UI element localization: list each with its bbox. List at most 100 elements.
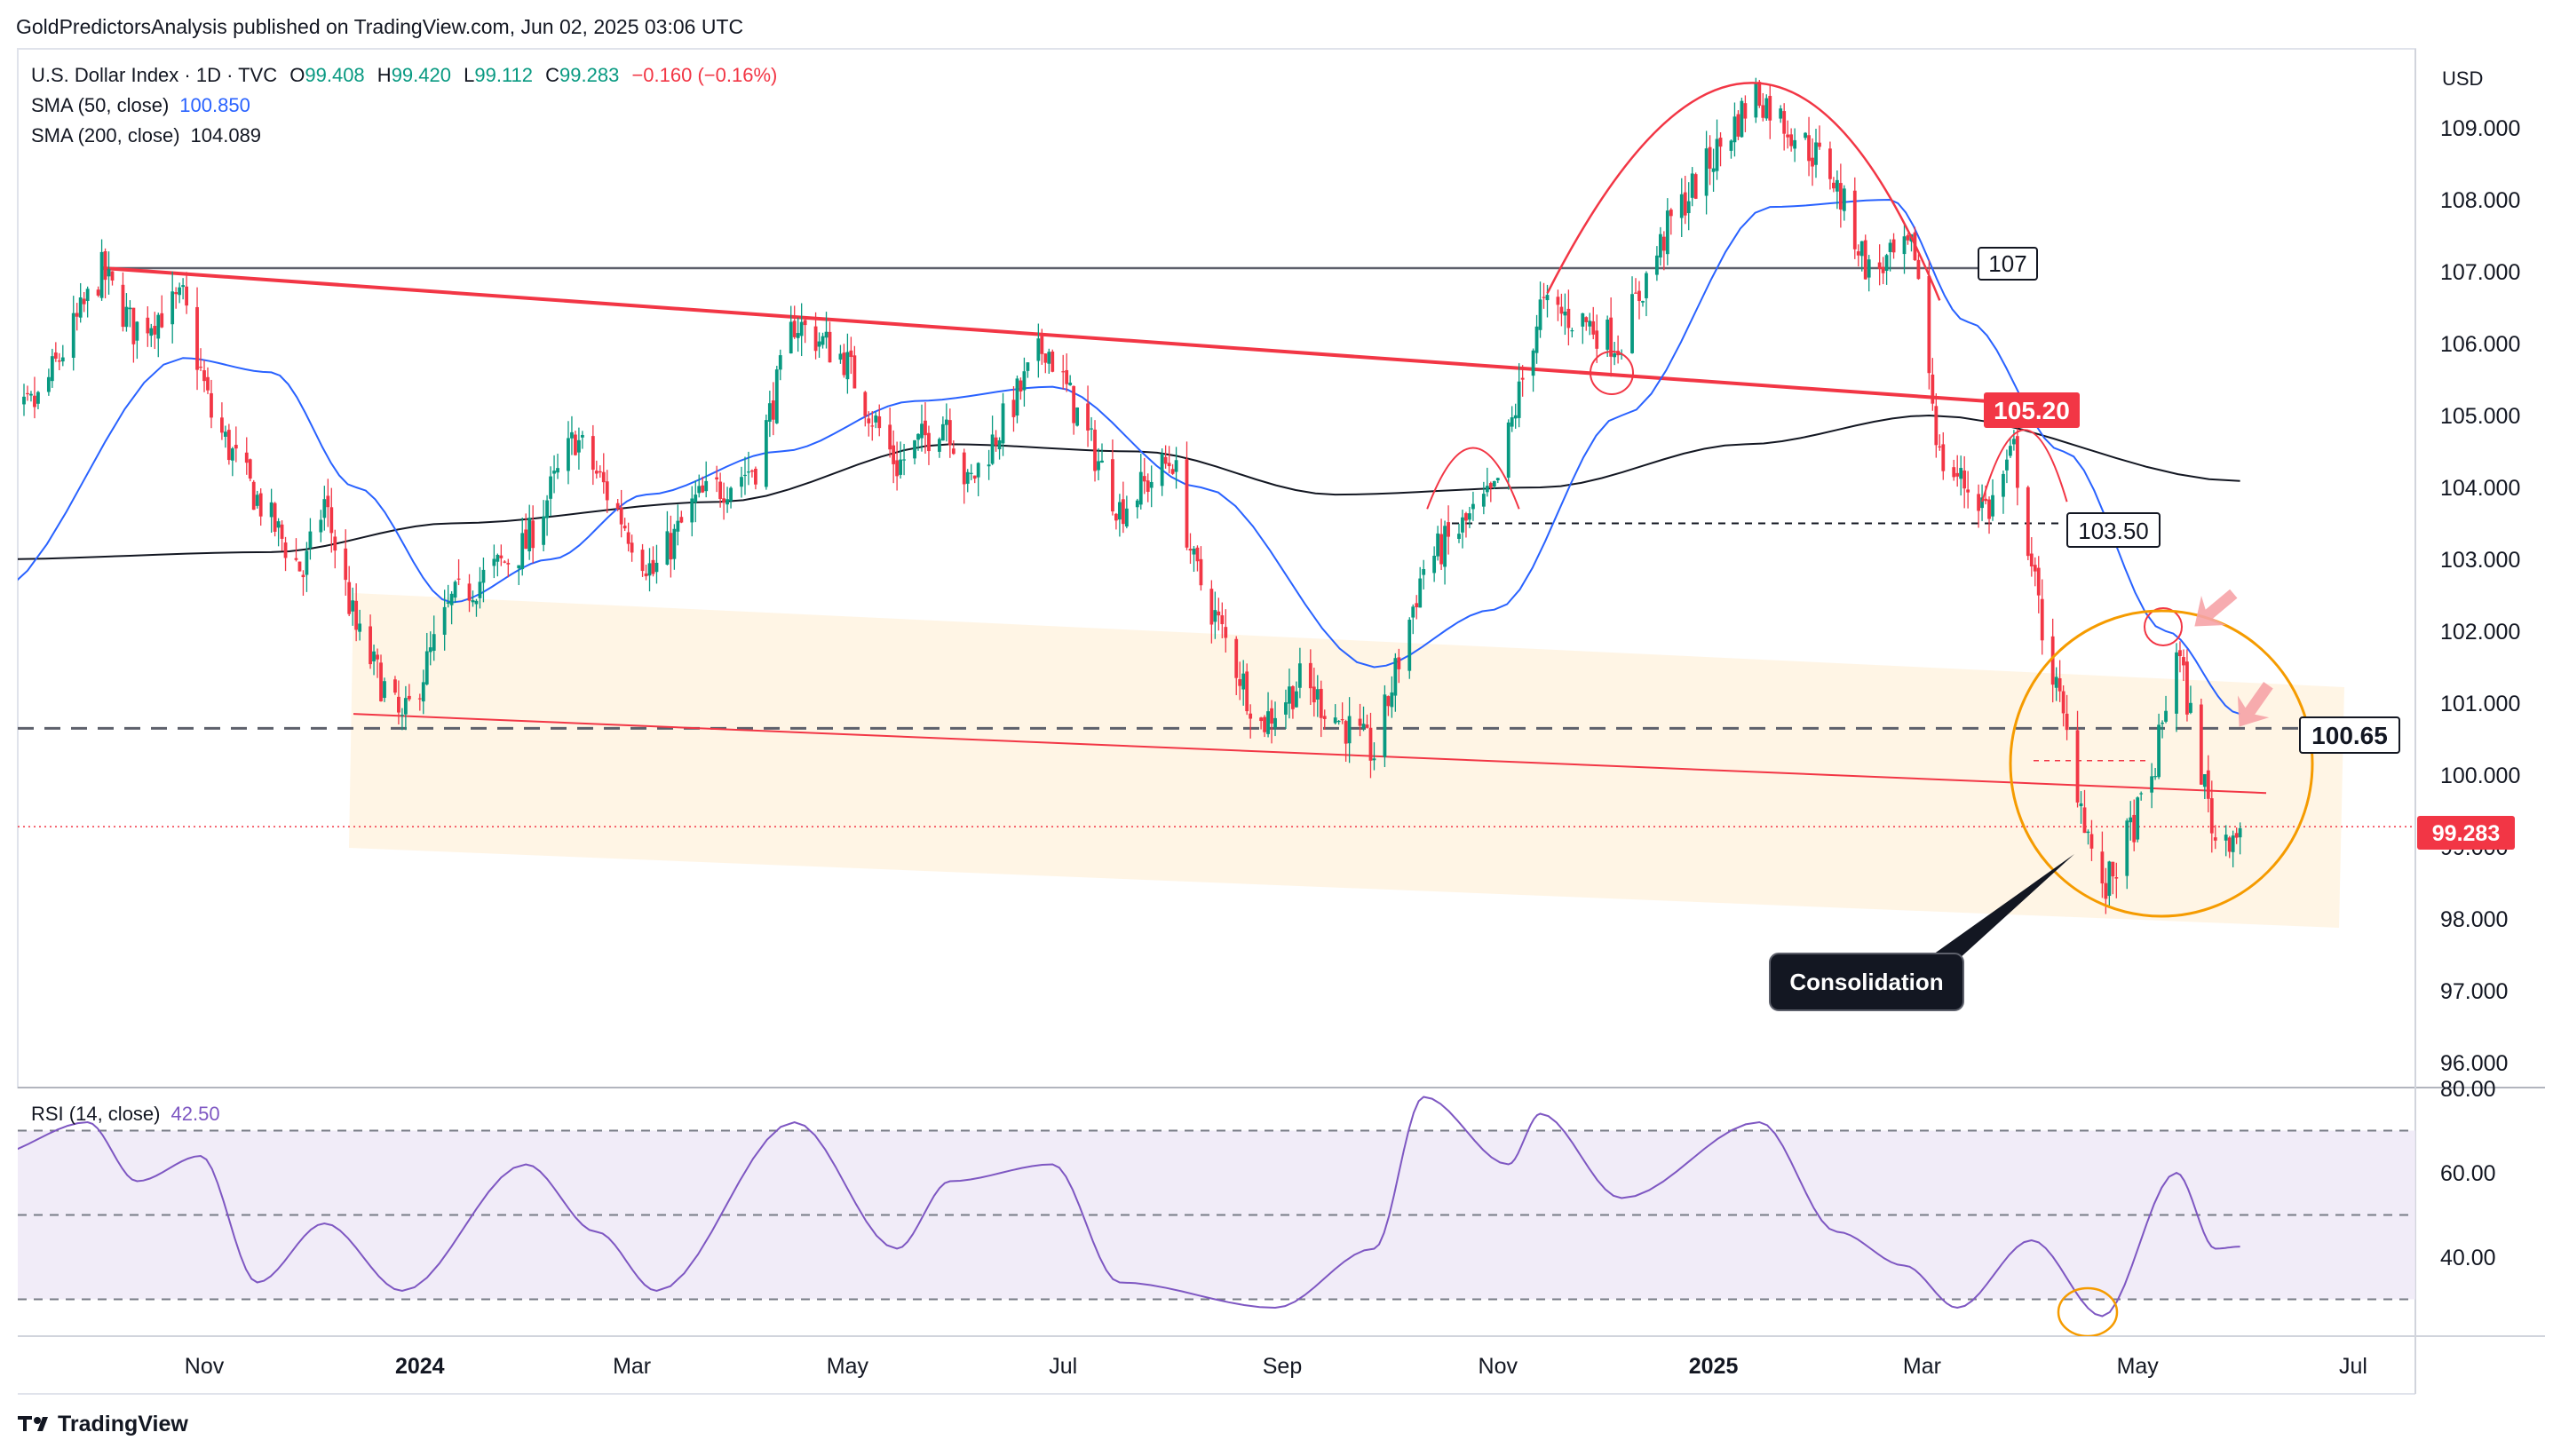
candle-body: [849, 350, 853, 358]
candle-body: [294, 558, 298, 560]
candle-body: [722, 498, 725, 503]
candle-body: [1195, 547, 1200, 562]
candle-body: [1308, 662, 1312, 689]
candle-body: [913, 439, 916, 459]
candle-body: [1906, 234, 1910, 241]
candle-body: [2015, 436, 2019, 488]
label-103-50[interactable]: 103.50: [2066, 512, 2161, 548]
candle-body: [1288, 686, 1291, 704]
candle-body: [273, 502, 277, 532]
candle-body: [248, 459, 252, 479]
candle-body: [1959, 468, 1963, 479]
candle-body: [842, 352, 846, 376]
tradingview-wordmark[interactable]: TradingView: [58, 1412, 188, 1436]
candle-body: [651, 559, 655, 574]
candle-body: [1199, 558, 1203, 586]
candle-body: [2202, 774, 2207, 787]
candle-body: [82, 298, 86, 305]
candle-body: [1859, 241, 1864, 257]
candle-body: [467, 583, 472, 601]
y-tick-label: 106.000: [2440, 332, 2520, 357]
candle-body: [1711, 168, 1716, 172]
candle-body: [1556, 297, 1560, 305]
candle-body: [778, 355, 782, 370]
candle-body: [644, 573, 648, 577]
rsi-tick-label: 40.00: [2440, 1246, 2496, 1270]
candle-body: [1952, 467, 1956, 478]
candle-body: [1336, 720, 1341, 723]
candle-body: [1443, 526, 1447, 567]
candle-body: [1001, 403, 1005, 444]
candle-body: [1259, 717, 1263, 722]
candle-body: [962, 452, 966, 485]
label-107[interactable]: 107: [1978, 247, 2038, 281]
label-100-65[interactable]: 100.65: [2299, 716, 2400, 754]
candle-body: [718, 481, 723, 499]
tradingview-logo-icon[interactable]: [18, 1416, 48, 1431]
candle-body: [424, 651, 429, 684]
x-tick-label: Mar: [1903, 1354, 1941, 1379]
x-tick-label: Mar: [613, 1354, 651, 1379]
candle-body: [1863, 240, 1867, 280]
candle-body: [60, 357, 65, 362]
price-pane[interactable]: [17, 48, 2416, 1088]
y-tick-label: 107.000: [2440, 260, 2520, 285]
candle-body: [305, 550, 309, 575]
candle-body: [1927, 276, 1931, 374]
label-105-20[interactable]: 105.20: [1984, 392, 2080, 428]
candle-body: [1495, 478, 1500, 481]
candle-body: [1447, 522, 1450, 537]
candle-body: [2189, 702, 2192, 713]
candle-body: [1245, 671, 1249, 712]
candle-body: [1842, 188, 1846, 211]
candle-body: [50, 356, 54, 382]
candle-body: [1693, 174, 1698, 199]
candle-body: [2107, 861, 2112, 897]
consolidation-callout[interactable]: Consolidation: [1769, 854, 2074, 1011]
small-top-arc-1: [1426, 447, 1520, 510]
candle-body: [1026, 362, 1030, 371]
candle-body: [527, 518, 532, 552]
candle-body: [135, 321, 139, 341]
candle-body: [669, 533, 673, 560]
candle-body: [1962, 470, 1967, 489]
candle-body: [1736, 114, 1740, 137]
candles: [22, 77, 2242, 914]
candle-body: [128, 307, 132, 310]
candle-body: [2009, 446, 2012, 456]
candle-body: [1786, 134, 1790, 138]
candle-body: [754, 469, 757, 485]
candle-body: [622, 526, 627, 529]
candle-body: [1852, 190, 1857, 249]
candle-body: [1422, 569, 1426, 575]
candle-body: [2206, 770, 2210, 799]
candle-body: [1708, 146, 1712, 169]
candle-body: [36, 392, 40, 404]
candle-body: [1036, 338, 1041, 361]
candle-body: [1368, 727, 1373, 761]
candle-body: [1891, 239, 1896, 253]
candle-body: [379, 662, 383, 701]
candle-body: [1270, 708, 1273, 724]
candle-body: [449, 593, 454, 605]
candle-body: [2050, 636, 2055, 685]
candle-body: [799, 321, 804, 336]
candle-body: [1902, 236, 1907, 255]
candle-body: [29, 393, 33, 396]
candle-body: [417, 698, 422, 700]
candle-body: [383, 681, 386, 699]
x-tick-label: Sep: [1263, 1354, 1302, 1379]
candle-body: [75, 313, 79, 317]
candle-body: [990, 434, 995, 464]
rsi-tick-label: 60.00: [2440, 1161, 2496, 1186]
svg-text:99.283: 99.283: [2432, 821, 2500, 846]
candle-body: [1545, 295, 1550, 301]
candle-body: [2026, 487, 2030, 557]
candle-body: [1807, 135, 1811, 162]
candle-body: [1828, 148, 1832, 179]
candle-body: [947, 420, 952, 446]
candle-body: [2234, 833, 2239, 838]
candle-body: [1492, 480, 1496, 487]
candle-body: [1361, 724, 1366, 728]
